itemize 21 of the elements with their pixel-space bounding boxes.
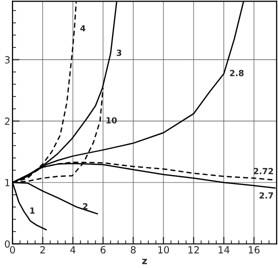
x-tick-label: 2 [40, 246, 45, 254]
annotation: 4 [80, 25, 86, 32]
annotation: 3 [116, 50, 122, 56]
annotation: 2 [83, 203, 88, 210]
annotation: 1 [30, 208, 35, 214]
x-tick-label: 0 [10, 246, 15, 254]
x-tick-label: 10 [158, 246, 169, 254]
y-tick-label: 3 [4, 56, 10, 64]
x-axis-title: z [142, 258, 147, 264]
x-tick-label: 4 [70, 246, 76, 254]
x-tick-label: 16 [248, 246, 260, 254]
annotation: 2.72 [254, 168, 273, 174]
y-tick-label: 2 [4, 118, 10, 125]
y-tick-label: 1 [5, 179, 10, 186]
x-tick-label: 8 [130, 246, 136, 254]
annotation: 2.8 [230, 70, 244, 76]
y-tick-label: 0 [4, 240, 10, 248]
x-tick-label: 6 [100, 246, 106, 254]
x-tick-label: 14 [218, 246, 230, 254]
x-tick-label: 12 [188, 246, 199, 254]
annotation: 2.7 [260, 192, 274, 198]
